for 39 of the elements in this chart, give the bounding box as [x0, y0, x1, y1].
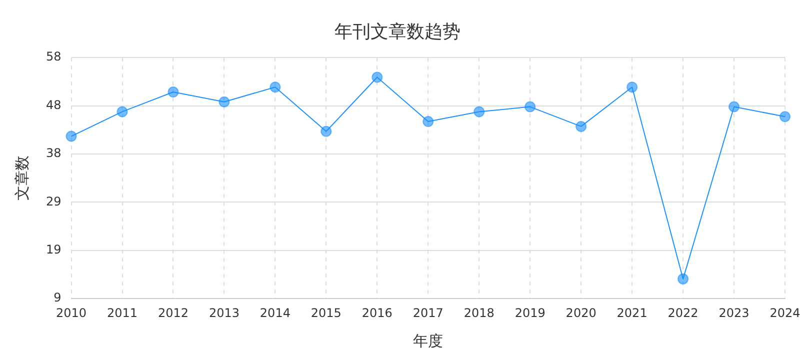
point	[576, 120, 587, 132]
y-tick-label: 9	[54, 290, 62, 305]
x-tick-label: 2023	[718, 306, 750, 320]
point	[524, 101, 536, 112]
x-axis-title: 年度	[413, 332, 444, 350]
point	[372, 72, 383, 83]
y-tick-label: 48	[46, 98, 62, 112]
point	[474, 106, 485, 118]
x-tick-label: 2017	[412, 306, 444, 320]
x-tick-label: 2021	[616, 306, 648, 320]
x-tick-label: 2012	[158, 306, 189, 320]
point	[320, 126, 332, 137]
x-tick-label: 2010	[56, 306, 87, 320]
point	[270, 82, 281, 93]
point	[780, 111, 790, 122]
point	[678, 273, 689, 284]
point	[168, 86, 179, 98]
y-tick-label: 29	[46, 194, 62, 208]
x-tick-label: 2013	[208, 306, 240, 320]
x-tick-label: 2014	[260, 306, 290, 320]
x-tick-label: 2015	[310, 306, 342, 320]
point	[218, 96, 230, 108]
y-tick-label: 19	[46, 242, 62, 257]
point	[728, 101, 740, 112]
x-tick-label: 2016	[362, 306, 392, 320]
point	[626, 82, 638, 93]
y-axis-title: 文章数	[12, 156, 31, 201]
x-tick-label: 2011	[106, 306, 138, 320]
chart-title: 年刊文章数趋势	[334, 21, 460, 42]
point	[422, 116, 434, 128]
x-tick-label: 2020	[566, 306, 596, 320]
x-tick-label: 2018	[464, 306, 494, 320]
y-tick-label: 38	[46, 146, 62, 160]
x-tick-label: 2022	[668, 306, 698, 320]
point	[66, 130, 77, 142]
y-tick-label: 58	[46, 50, 62, 64]
x-tick-label: 2024	[770, 306, 800, 320]
x-tick-label: 2019	[514, 306, 546, 320]
point	[116, 106, 128, 118]
